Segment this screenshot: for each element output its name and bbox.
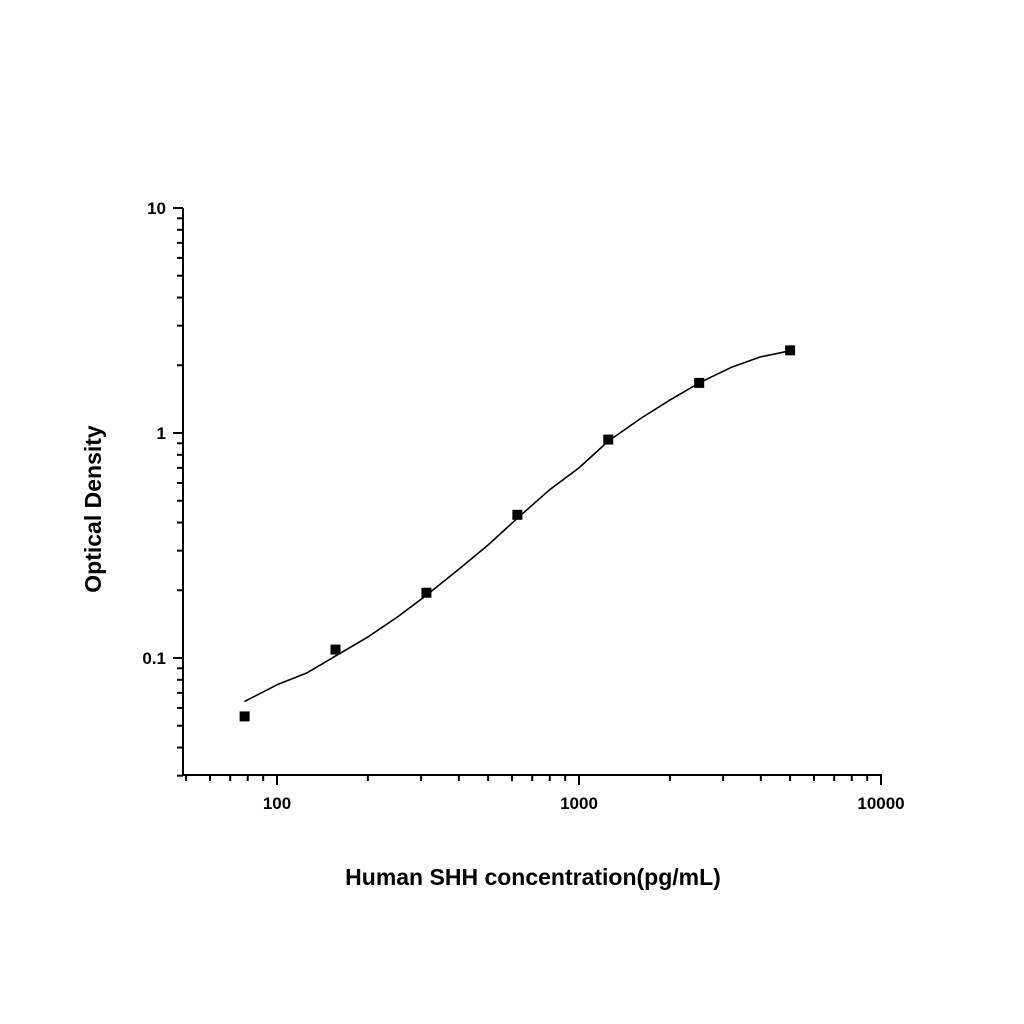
tick-labels: 100 1000 10000 0.1 1 10 (142, 199, 904, 813)
data-point (603, 434, 614, 445)
x-tick-label: 100 (263, 794, 291, 813)
y-tick-label: 10 (147, 199, 166, 218)
y-tick-label: 0.1 (142, 649, 166, 668)
data-point (421, 587, 432, 598)
data-point (330, 644, 341, 655)
y-tick-label: 1 (157, 424, 166, 443)
data-point (512, 509, 523, 520)
data-points-layer (239, 345, 796, 722)
y-axis-title: Optical Density (80, 425, 106, 593)
data-point (694, 377, 705, 388)
tick-marks (173, 207, 882, 785)
x-tick-label: 10000 (857, 794, 904, 813)
axes (182, 208, 882, 776)
data-point (785, 345, 796, 356)
data-point (239, 711, 250, 722)
fit-curve-layer (244, 350, 791, 703)
x-axis-title: Human SHH concentration(pg/mL) (345, 864, 721, 890)
fit-curve (244, 350, 791, 703)
x-tick-label: 1000 (560, 794, 598, 813)
